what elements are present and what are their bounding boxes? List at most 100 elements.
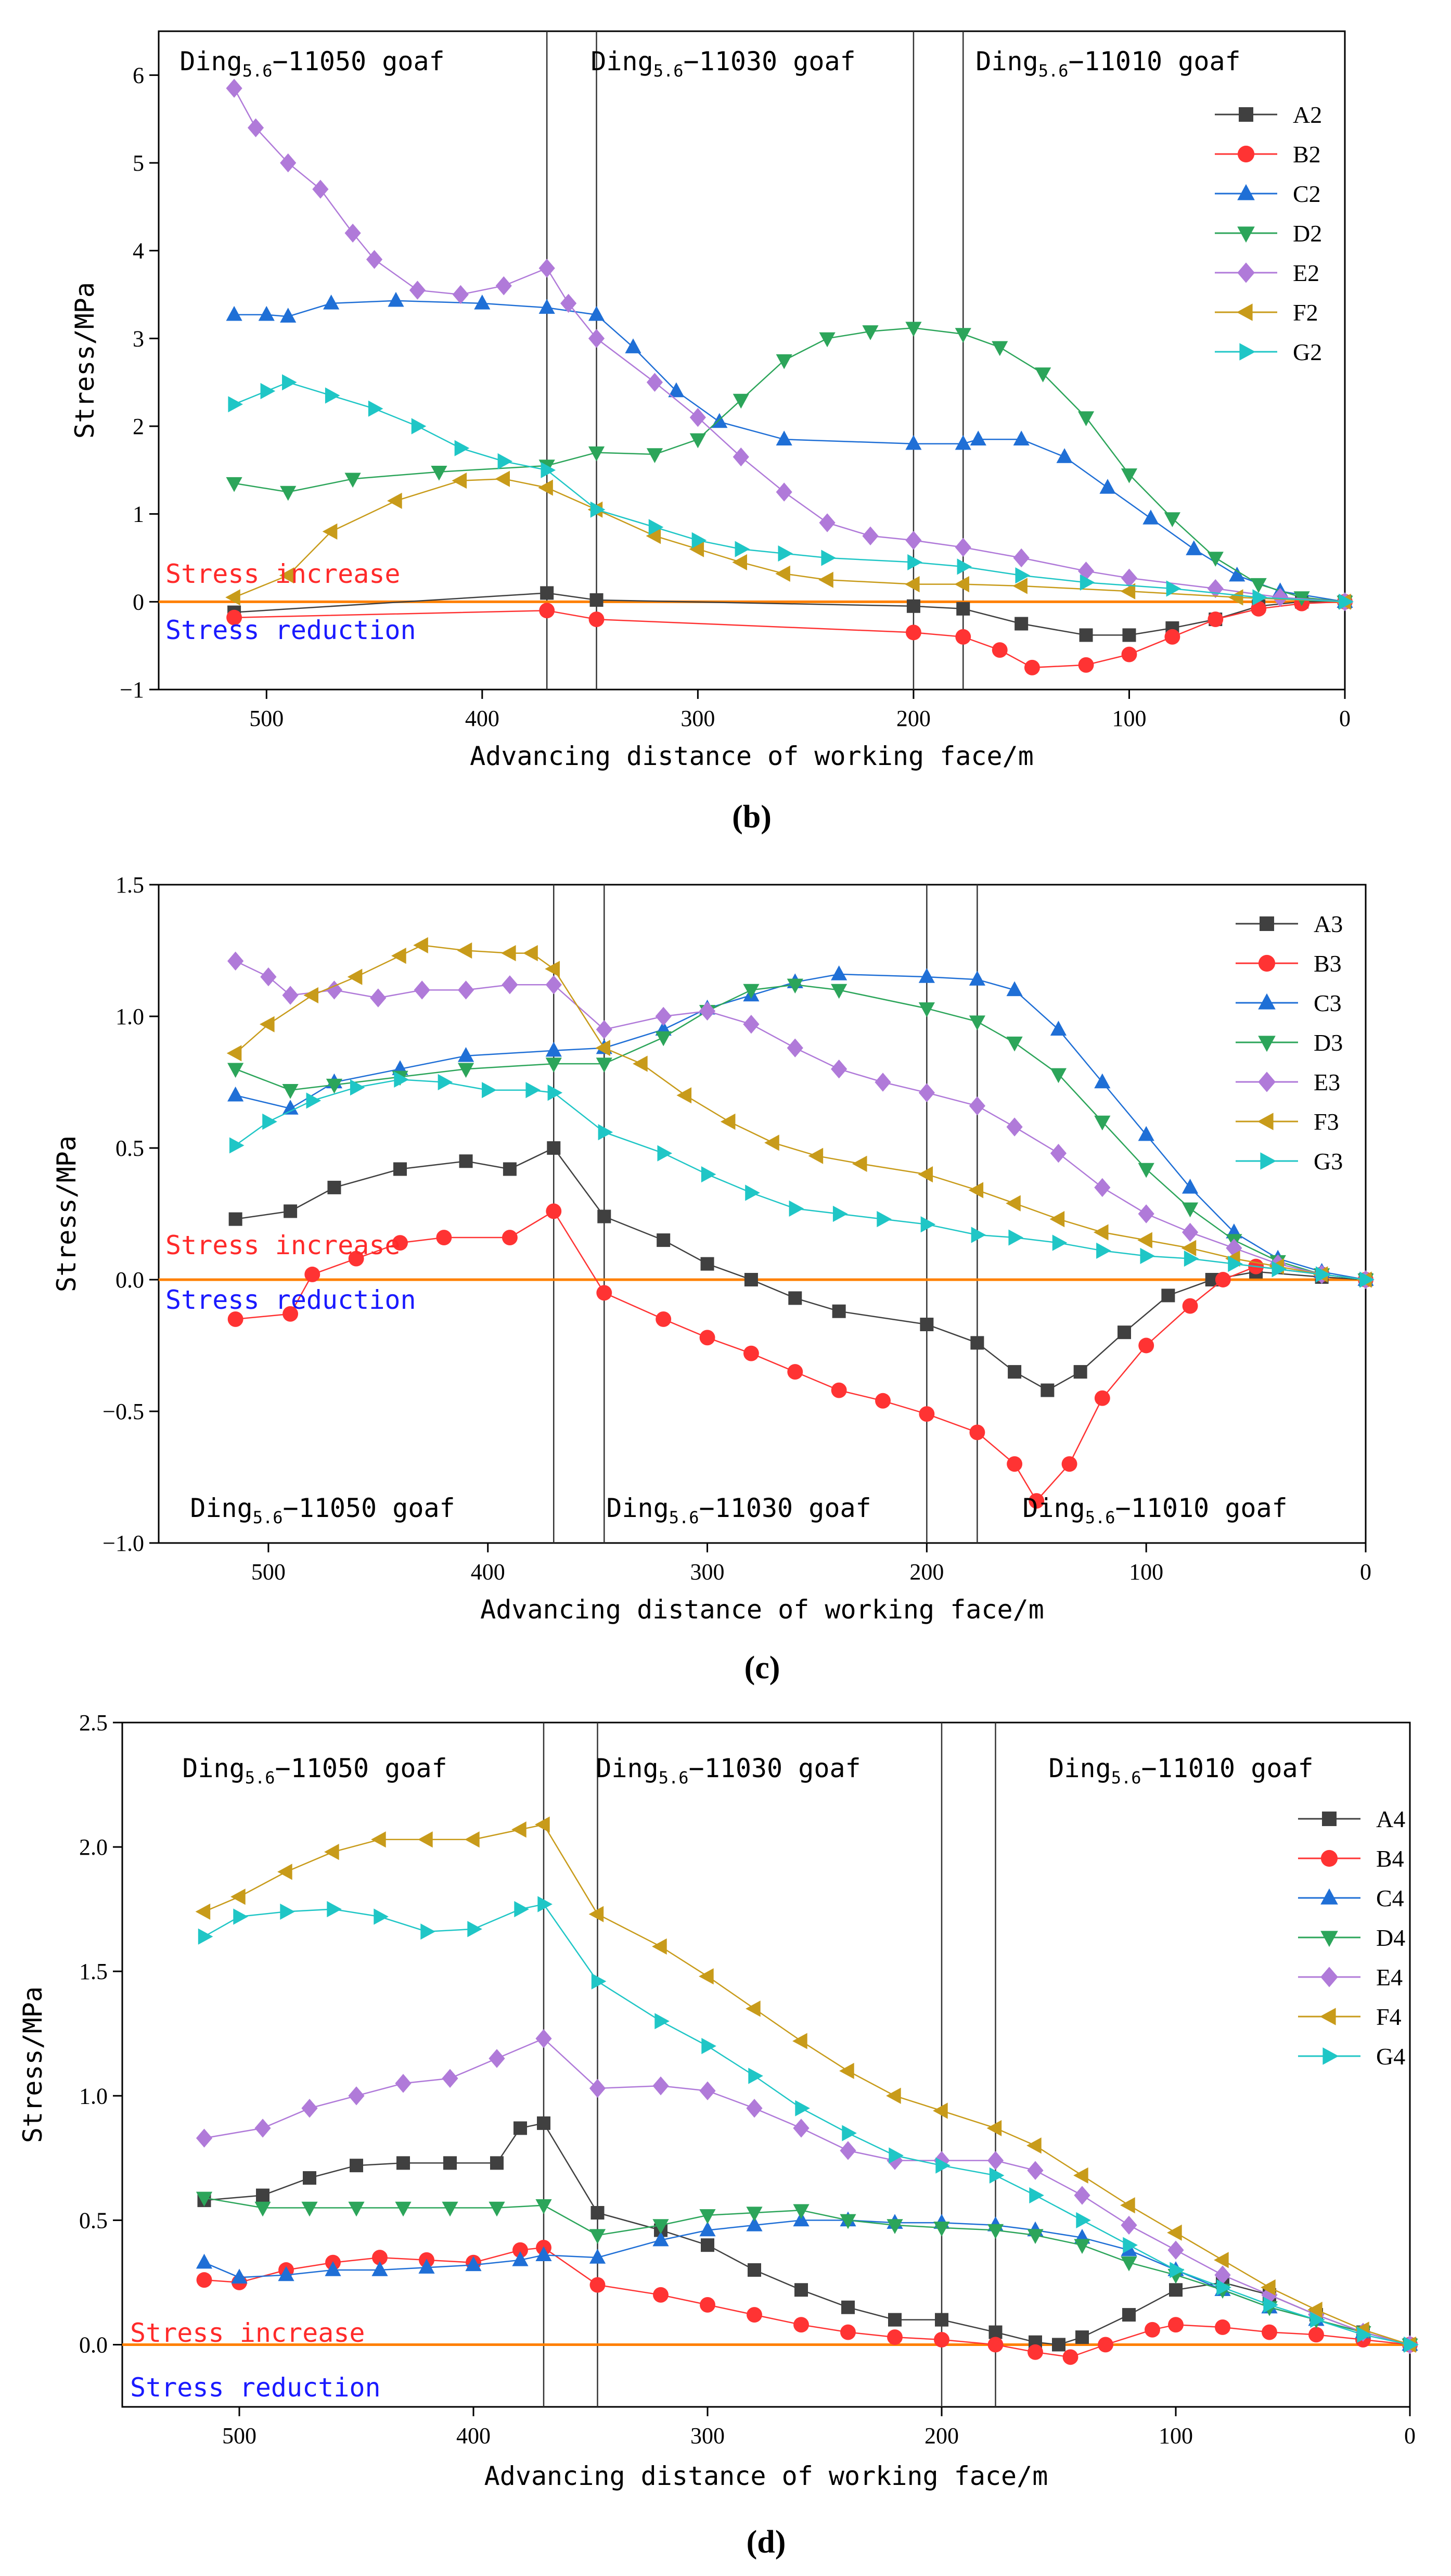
data-point [934,2331,949,2348]
plot-frame [121,1721,1411,2408]
data-point [546,1203,562,1219]
data-point [746,2216,763,2231]
data-point [347,968,363,985]
data-point [968,1182,984,1198]
data-point [905,531,922,550]
data-point [1078,657,1094,673]
data-point [699,1968,714,1985]
x-tick-label: 400 [471,1559,505,1585]
data-point [1320,1967,1338,1987]
data-point [1215,1272,1231,1287]
data-point [227,1311,243,1327]
goaf-zone-label: Ding5.6−11050 goaf [179,46,444,81]
data-point [1237,226,1255,243]
data-point [438,1074,453,1091]
data-point [886,2087,901,2104]
data-point [1094,1115,1111,1131]
legend-label-F3: F3 [1314,1108,1339,1135]
data-point [655,1006,672,1026]
data-point [933,2222,950,2237]
goaf-zone-label: Ding5.6−11030 goaf [596,1753,861,1788]
x-tick-label: 300 [690,2423,725,2449]
data-point [633,1055,648,1072]
data-point [1260,916,1274,931]
data-point [418,2259,435,2274]
series-B4 [196,2240,1418,2365]
stress-reduction-label: Stress reduction [130,2373,381,2403]
data-point [280,486,297,501]
data-point [1052,1234,1068,1251]
data-point [764,1134,779,1151]
data-point [839,2062,854,2080]
data-point [1167,2224,1182,2241]
legend-label-G2: G2 [1293,339,1322,365]
data-point [1182,1222,1199,1242]
zone-subscript: 5.6 [1085,1508,1115,1527]
data-point [596,1057,612,1073]
data-point [955,328,971,343]
data-point [1250,578,1267,593]
data-point [588,446,605,462]
y-axis-title: Stress/MPa [18,1986,48,2143]
data-point [233,1908,248,1925]
data-point [538,299,555,314]
data-point [988,2325,1003,2339]
data-point [905,576,920,593]
data-point [523,945,538,962]
data-point [260,967,277,987]
legend-label-A3: A3 [1314,911,1343,937]
data-point [1272,1261,1287,1278]
y-tick-label: −0.5 [102,1399,144,1424]
data-point [227,1086,244,1102]
data-point [1050,1021,1067,1036]
y-tick-label: 0.5 [79,2208,108,2233]
data-point [905,624,921,641]
data-point [327,1180,341,1194]
data-point [792,2033,807,2049]
data-point [1026,2137,1042,2154]
series-E2 [226,79,1353,611]
data-point [1237,262,1255,283]
data-point [935,2313,948,2327]
data-point [1237,145,1255,163]
data-point [545,1041,562,1057]
zone-prefix: Ding [182,1753,245,1783]
y-tick-label: 0.0 [115,1267,144,1293]
data-point [832,1205,848,1222]
plot-frame [158,30,1346,691]
data-point [1214,2252,1229,2268]
zone-subscript: 5.6 [245,1768,275,1788]
data-point [545,1057,562,1073]
data-point [443,2156,457,2170]
data-point [1320,1850,1338,1867]
legend-label-A2: A2 [1293,101,1322,128]
data-point [1258,1036,1276,1052]
data-point [1028,2344,1043,2360]
data-point [391,948,406,964]
x-tick-label: 200 [896,706,931,731]
data-point [392,1235,408,1251]
data-point [1121,2256,1137,2272]
data-point [1140,1247,1155,1265]
data-point [442,2069,458,2088]
y-tick-label: −1.0 [102,1531,144,1556]
data-point [1322,1812,1337,1826]
boundary-group [543,1723,996,2407]
data-point [1164,512,1180,527]
data-point [1239,107,1253,122]
data-point [789,1200,804,1217]
data-point [1164,629,1180,645]
data-point [226,477,242,492]
data-point [589,2277,606,2293]
data-point [1272,588,1289,607]
data-point [1181,1240,1197,1256]
data-point [625,338,641,353]
data-point [366,250,383,269]
data-point [350,2159,363,2173]
x-tick-label: 400 [456,2423,491,2449]
data-point [1074,2239,1090,2254]
zone-prefix: Ding [606,1493,669,1523]
data-point [226,1045,242,1062]
x-tick-label: 300 [690,1559,725,1585]
